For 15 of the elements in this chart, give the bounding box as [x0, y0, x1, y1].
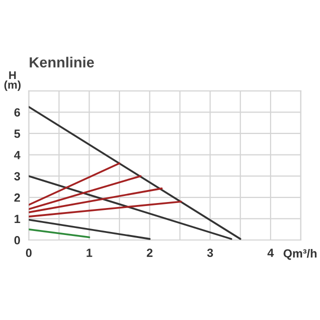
y-axis-title: H (m) — [4, 71, 21, 91]
y-tick-label: 1 — [14, 214, 20, 223]
y-tick-label: 4 — [14, 150, 20, 160]
x-tick-label: 2 — [146, 248, 152, 257]
y-tick-label: 3 — [14, 172, 20, 180]
x-tick-label: 3 — [207, 248, 213, 258]
y-tick-label: 5 — [14, 130, 20, 138]
x-tick-label: 1 — [86, 248, 92, 257]
x-tick-label: 0 — [26, 248, 32, 258]
chart-title: Kennlinie — [30, 56, 94, 68]
x-axis-title: Qm³/h — [284, 248, 316, 260]
y-tick-label: 6 — [14, 108, 20, 117]
x-tick-label: 4 — [267, 248, 274, 257]
y-tick-label: 0 — [14, 236, 20, 244]
y-tick-label: 2 — [14, 193, 20, 202]
